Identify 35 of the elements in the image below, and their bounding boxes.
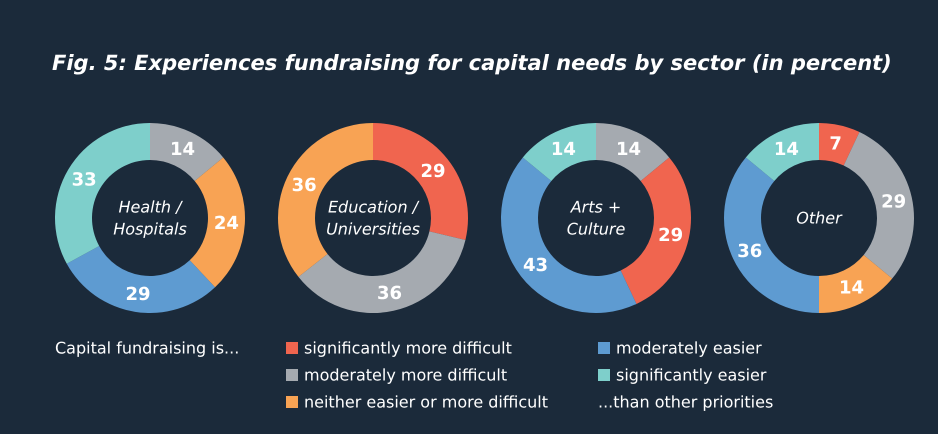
- legend-label: neither easier or more difficult: [304, 392, 548, 412]
- donut-slice: [596, 123, 670, 182]
- legend-label: significantly more difficult: [304, 338, 512, 358]
- data-label: 36: [737, 240, 762, 262]
- data-label: 29: [881, 192, 906, 213]
- data-label: 29: [126, 284, 151, 305]
- legend-label: significantly easier: [616, 366, 767, 385]
- text: Education / Universities: [326, 198, 420, 239]
- data-label: 36: [376, 282, 402, 304]
- text: ...than other priorities: [598, 392, 774, 412]
- data-label: 36: [292, 174, 317, 196]
- caption: Fig. 5: Experiences fundraising for capital needs by sector (in percent): [52, 51, 892, 75]
- data-label: 29: [658, 224, 684, 246]
- text: Health / Hospitals: [113, 198, 187, 239]
- data-label: 14: [839, 278, 864, 299]
- donut-slice: [819, 123, 860, 166]
- legend-title: Capital fundraising is...: [55, 338, 240, 358]
- donut-slice: [501, 157, 636, 313]
- data-label: 14: [170, 139, 196, 160]
- text: Other: [796, 208, 844, 228]
- data-label: 7: [829, 134, 842, 155]
- data-label: 33: [72, 169, 97, 190]
- legend-label: moderately more difficult: [304, 366, 508, 385]
- data-label: 14: [616, 139, 642, 160]
- data-label: 14: [774, 139, 799, 160]
- data-label: 43: [523, 255, 548, 276]
- donut-slice: [844, 132, 914, 279]
- data-label: 14: [550, 139, 576, 160]
- data-label: 29: [420, 160, 446, 182]
- donut-slice: [819, 254, 892, 313]
- donut-slice: [522, 123, 596, 182]
- text: Arts + Culture: [566, 198, 626, 239]
- data-label: 24: [214, 213, 239, 234]
- legend-label: moderately easier: [616, 338, 762, 358]
- donut-slice: [746, 123, 819, 182]
